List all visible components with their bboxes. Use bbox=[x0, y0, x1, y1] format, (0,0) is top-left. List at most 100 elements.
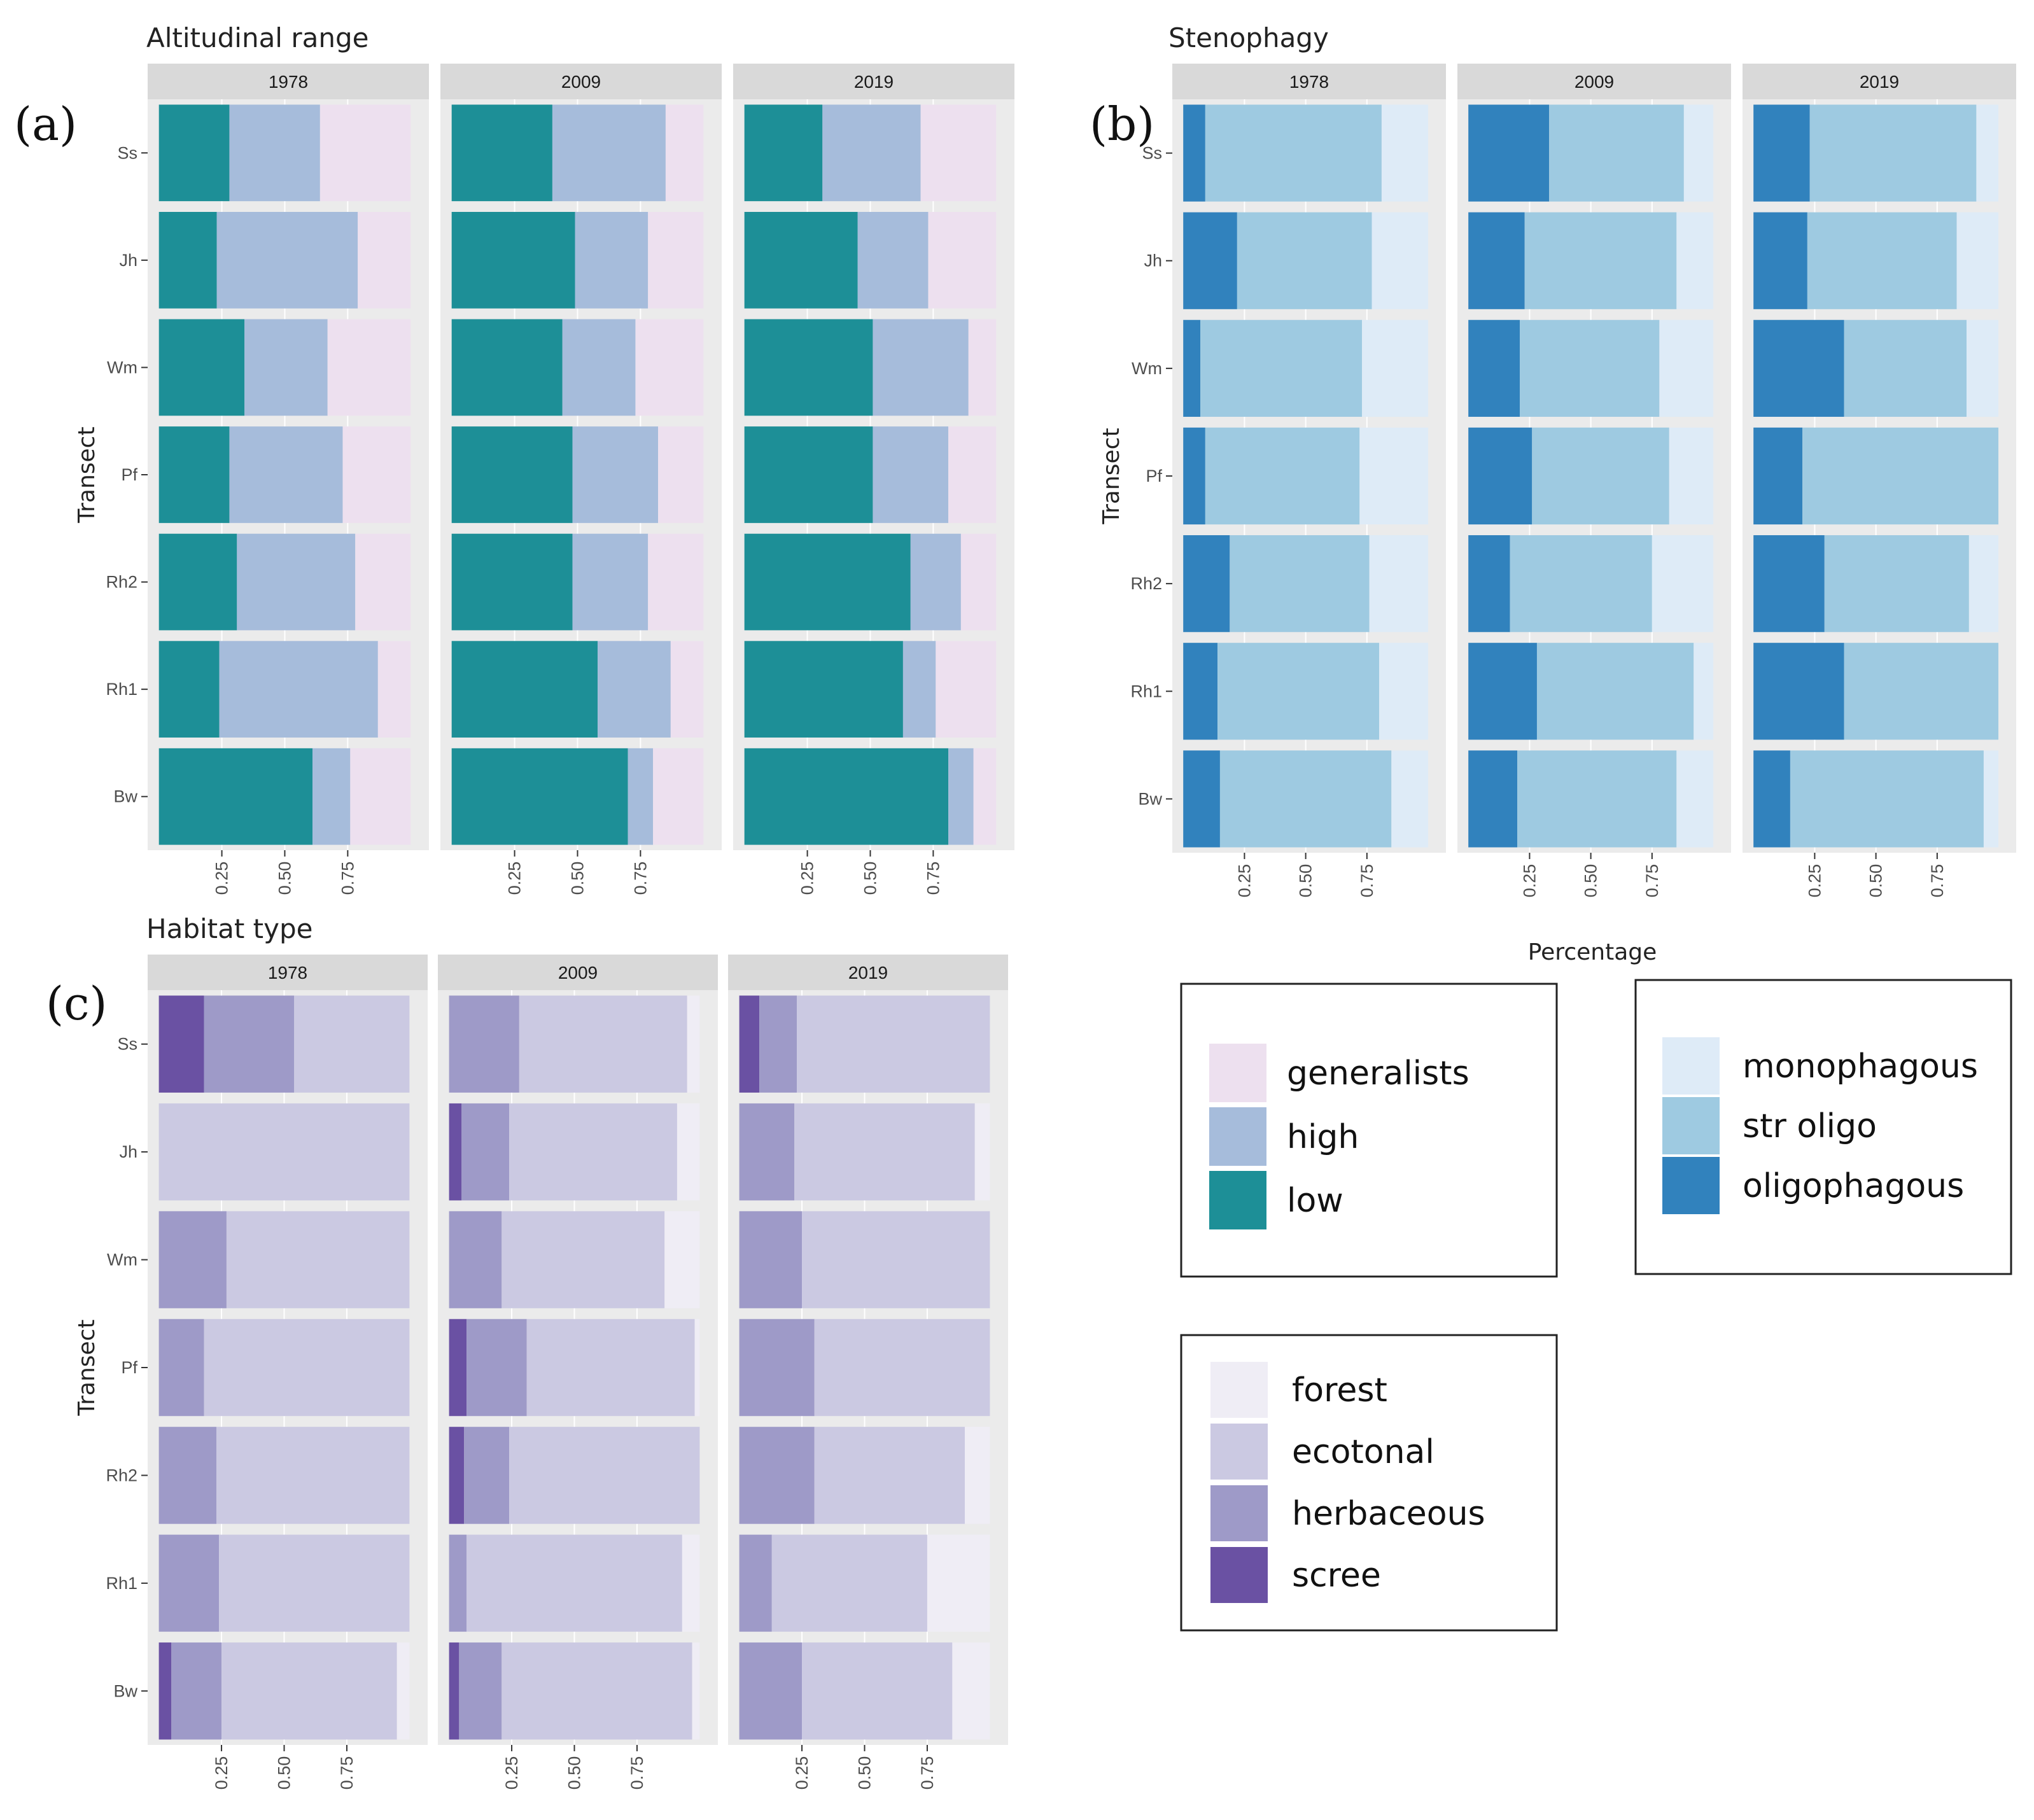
chart-a-bar-low bbox=[744, 426, 873, 523]
chart-b-bar-oligophagous bbox=[1753, 212, 1807, 309]
chart-b-facet-strip bbox=[1743, 64, 2016, 99]
chart-b-bar-str-oligo bbox=[1549, 104, 1684, 202]
chart-c-bar-herbaceous bbox=[461, 1103, 510, 1201]
chart-b-bar-str-oligo bbox=[1802, 427, 1999, 525]
chart-a-bar-low bbox=[744, 533, 911, 631]
legend-swatch-generalists bbox=[1209, 1044, 1266, 1102]
chart-c-bar-forest bbox=[694, 1319, 700, 1417]
chart-a-bar-generalists bbox=[968, 319, 997, 416]
legend-label-low: low bbox=[1287, 1182, 1343, 1220]
chart-a-bar-low bbox=[158, 426, 230, 523]
chart-a-bar-generalists bbox=[635, 319, 704, 416]
chart-b-y-tick-label: Jh bbox=[1144, 251, 1162, 270]
chart-a-y-tick-label: Rh1 bbox=[106, 680, 137, 699]
chart-c-bar-ecotonal bbox=[797, 995, 990, 1093]
chart-b-bar-str-oligo bbox=[1205, 104, 1382, 202]
chart-c-y-tick-label: Wm bbox=[107, 1250, 137, 1270]
chart-c-y-tick-label: Jh bbox=[119, 1142, 137, 1161]
chart-b-bar-monophagous bbox=[1391, 750, 1429, 848]
chart-a-bar-high bbox=[857, 212, 929, 309]
chart-b-bar-oligophagous bbox=[1753, 643, 1844, 740]
chart-b-bar-str-oligo bbox=[1824, 535, 1969, 633]
chart-a-bar-high bbox=[822, 104, 921, 202]
chart-c-bar-ecotonal bbox=[226, 1211, 410, 1308]
chart-b-bar-str-oligo bbox=[1217, 643, 1380, 740]
chart-b-bar-oligophagous bbox=[1753, 319, 1844, 417]
chart-c-bar-herbaceous bbox=[158, 1534, 220, 1632]
chart-c-bar-ecotonal bbox=[466, 1534, 682, 1632]
chart-b-y-tick-label: Rh2 bbox=[1130, 574, 1162, 593]
chart-a-bar-low bbox=[451, 319, 563, 416]
chart-b-bar-monophagous bbox=[1968, 535, 1999, 633]
chart-b-bar-monophagous bbox=[1371, 212, 1429, 309]
chart-a-bar-low bbox=[158, 104, 230, 202]
chart-b-facet-strip bbox=[1457, 64, 1731, 99]
chart-a-bar-generalists bbox=[342, 426, 411, 523]
chart-b-bar-monophagous bbox=[1359, 427, 1429, 525]
chart-a-bar-generalists bbox=[648, 533, 704, 631]
chart-b-bar-oligophagous bbox=[1183, 212, 1237, 309]
chart-a-bar-low bbox=[451, 641, 598, 738]
chart-c-bar-herbaceous bbox=[449, 1534, 467, 1632]
legend-label-high: high bbox=[1287, 1118, 1359, 1156]
chart-b-bar-monophagous bbox=[1976, 104, 1999, 202]
chart-a-facet-strip bbox=[440, 64, 722, 99]
chart-a-y-axis-title: Transect bbox=[74, 426, 100, 523]
chart-b-bar-str-oligo bbox=[1809, 104, 1977, 202]
chart-b-bar-str-oligo bbox=[1844, 643, 1999, 740]
chart-b-facet-label: 2019 bbox=[1860, 72, 1899, 92]
chart-b-bar-str-oligo bbox=[1230, 535, 1370, 633]
chart-a-bar-low bbox=[451, 748, 628, 845]
chart-c-bar-forest bbox=[396, 1642, 410, 1740]
chart-b-bar-monophagous bbox=[1983, 750, 1999, 848]
legend-label-herbaceous: herbaceous bbox=[1292, 1495, 1485, 1533]
chart-c-bar-ecotonal bbox=[519, 995, 687, 1093]
chart-c-bar-forest bbox=[687, 995, 700, 1093]
chart-a-bar-generalists bbox=[358, 212, 411, 309]
chart-a-bar-low bbox=[744, 641, 903, 738]
chart-a-bar-generalists bbox=[928, 212, 997, 309]
chart-c-y-tick-label: Rh1 bbox=[106, 1574, 137, 1593]
chart-a-bar-generalists bbox=[355, 533, 411, 631]
chart-b-bar-oligophagous bbox=[1468, 535, 1510, 633]
chart-b-bar-oligophagous bbox=[1753, 427, 1803, 525]
chart-b-bar-oligophagous bbox=[1183, 104, 1205, 202]
chart-b-bar-str-oligo bbox=[1219, 750, 1392, 848]
chart-b-panel-label: (b) bbox=[1090, 97, 1154, 151]
chart-c-bar-herbaceous bbox=[739, 1103, 795, 1201]
chart-a-bar-low bbox=[451, 212, 575, 309]
chart-b-x-tick-label: 0.75 bbox=[1643, 864, 1662, 898]
legend-label-scree: scree bbox=[1292, 1557, 1381, 1595]
chart-a-facet-strip bbox=[733, 64, 1014, 99]
chart-b-bar-monophagous bbox=[1369, 535, 1429, 633]
chart-a-bar-low bbox=[744, 104, 823, 202]
chart-c-bar-scree bbox=[158, 1642, 172, 1740]
chart-c-y-axis-title: Transect bbox=[74, 1319, 100, 1416]
chart-c-bar-herbaceous bbox=[759, 995, 797, 1093]
chart-c-bar-herbaceous bbox=[158, 1319, 204, 1417]
chart-c-bar-forest bbox=[965, 1427, 990, 1524]
chart-c-panel-label: (c) bbox=[46, 977, 108, 1030]
chart-b-bar-monophagous bbox=[1676, 750, 1714, 848]
chart-c-bar-ecotonal bbox=[794, 1103, 975, 1201]
chart-a-y-tick-label: Rh2 bbox=[106, 573, 137, 592]
chart-a-bar-generalists bbox=[319, 104, 411, 202]
chart-a-bar-high bbox=[552, 104, 666, 202]
chart-b-bar-str-oligo bbox=[1524, 212, 1677, 309]
chart-c-bar-forest bbox=[927, 1534, 990, 1632]
chart-a-bar-low bbox=[158, 748, 312, 845]
chart-c-bar-herbaceous bbox=[449, 995, 519, 1093]
legend-swatch-high bbox=[1209, 1107, 1266, 1166]
chart-a-facet-strip bbox=[148, 64, 429, 99]
chart-c-bar-herbaceous bbox=[739, 1534, 772, 1632]
chart-c-bar-forest bbox=[692, 1642, 700, 1740]
chart-b-y-tick-label: Rh1 bbox=[1130, 682, 1162, 701]
chart-b-x-tick-label: 0.75 bbox=[1357, 864, 1377, 898]
chart-c-bar-ecotonal bbox=[501, 1642, 692, 1740]
chart-a-bar-low bbox=[451, 104, 552, 202]
chart-b-bar-oligophagous bbox=[1753, 104, 1810, 202]
chart-a-bar-generalists bbox=[350, 748, 411, 845]
chart-b-bar-str-oligo bbox=[1520, 319, 1660, 417]
